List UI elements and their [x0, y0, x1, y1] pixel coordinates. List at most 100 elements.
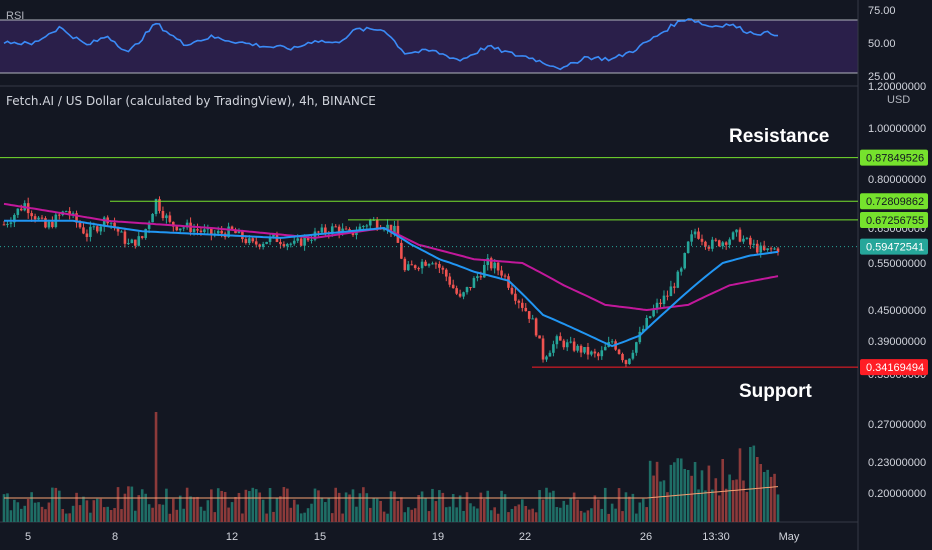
candle-body	[44, 218, 47, 228]
candle-body	[659, 302, 662, 305]
volume-bar	[742, 480, 745, 522]
volume-bar	[593, 495, 597, 522]
volume-bar	[165, 488, 168, 522]
candle-body	[172, 221, 175, 227]
volume-bar	[738, 448, 742, 522]
volume-bar	[37, 502, 40, 522]
volume-bar	[16, 502, 20, 522]
candle-body	[168, 215, 172, 222]
volume-bar	[147, 504, 151, 522]
candle-body	[417, 268, 420, 270]
candle-body	[590, 351, 593, 355]
price-tick-label: 0.55000000	[868, 258, 926, 270]
candle-body	[469, 287, 472, 289]
candle-body	[57, 214, 61, 216]
volume-bar	[286, 488, 289, 522]
candle-body	[662, 295, 666, 305]
candle-body	[482, 264, 486, 278]
volume-bar	[137, 495, 141, 522]
volume-bar	[123, 493, 127, 522]
candle-body	[37, 217, 40, 220]
candle-body	[386, 224, 389, 230]
currency-label[interactable]: USD	[887, 94, 911, 106]
candle-body	[572, 341, 576, 351]
time-tick-label: 12	[226, 531, 238, 543]
volume-bar	[344, 492, 348, 522]
volume-bar	[396, 500, 400, 522]
volume-bar	[496, 513, 500, 522]
volume-bar	[545, 487, 548, 522]
volume-bar	[700, 470, 704, 522]
candle-body	[669, 286, 673, 297]
volume-bar	[583, 512, 586, 522]
candle-body	[711, 239, 714, 249]
volume-bar	[521, 499, 524, 522]
volume-bar	[116, 487, 120, 522]
candle-body	[624, 360, 628, 364]
candle-body	[47, 221, 51, 228]
volume-bar	[268, 488, 272, 522]
fast-ma-line	[4, 219, 779, 348]
candle-body	[635, 342, 638, 353]
volume-bar	[95, 498, 99, 522]
volume-bar	[317, 490, 320, 522]
volume-bar	[524, 506, 528, 522]
candle-body	[185, 222, 189, 228]
candle-body	[638, 331, 642, 343]
volume-bar	[130, 486, 134, 522]
volume-bar	[248, 491, 251, 522]
price-tick-label: 1.00000000	[868, 123, 926, 135]
time-axis: 5 8 12 15 19 22 26 13:30 May	[25, 531, 800, 543]
rsi-tick-label: 25.00	[868, 71, 896, 83]
volume-bar	[610, 503, 614, 522]
volume-bar	[26, 498, 30, 522]
candle-body	[738, 229, 742, 242]
volume-bar	[679, 458, 683, 522]
volume-bar	[337, 492, 341, 522]
candle-body	[476, 276, 479, 279]
candle-body	[745, 237, 749, 239]
volume-bar	[289, 507, 293, 522]
time-tick-label: 5	[25, 531, 31, 543]
candle-body	[51, 221, 54, 228]
candle-body	[306, 237, 310, 241]
candle-body	[420, 261, 424, 269]
candle-body	[503, 275, 507, 277]
volume-bar	[23, 505, 27, 522]
volume-bar	[569, 498, 572, 522]
candle-body	[431, 263, 434, 265]
volume-bar	[71, 505, 75, 522]
volume-bar	[57, 490, 61, 522]
candle-body	[552, 344, 555, 353]
candle-body	[320, 227, 324, 233]
volume-bar	[272, 511, 275, 522]
volume-bar	[534, 512, 538, 522]
volume-bar	[476, 508, 479, 522]
volume-bar	[54, 487, 58, 522]
candle-body	[545, 356, 548, 360]
candle-body	[99, 226, 103, 232]
volume-bar	[493, 507, 496, 522]
candle-body	[330, 226, 334, 235]
candle-body	[524, 307, 528, 312]
volume-bar	[510, 508, 514, 522]
volume-bar	[489, 510, 493, 522]
candle-body	[679, 268, 683, 272]
volume-bar	[590, 508, 593, 522]
volume-bar	[313, 488, 317, 522]
volume-bar	[628, 496, 631, 522]
candle-body	[406, 264, 410, 271]
volume-bar	[196, 496, 199, 522]
candle-body	[648, 316, 652, 318]
candle-body	[220, 230, 223, 234]
candle-body	[130, 239, 134, 244]
volume-bar	[120, 509, 123, 522]
volume-bar	[400, 497, 403, 522]
candle-body	[261, 243, 265, 247]
volume-bar	[282, 487, 286, 522]
volume-bar	[368, 507, 372, 522]
candle-body	[78, 222, 82, 228]
candle-body	[693, 231, 697, 235]
